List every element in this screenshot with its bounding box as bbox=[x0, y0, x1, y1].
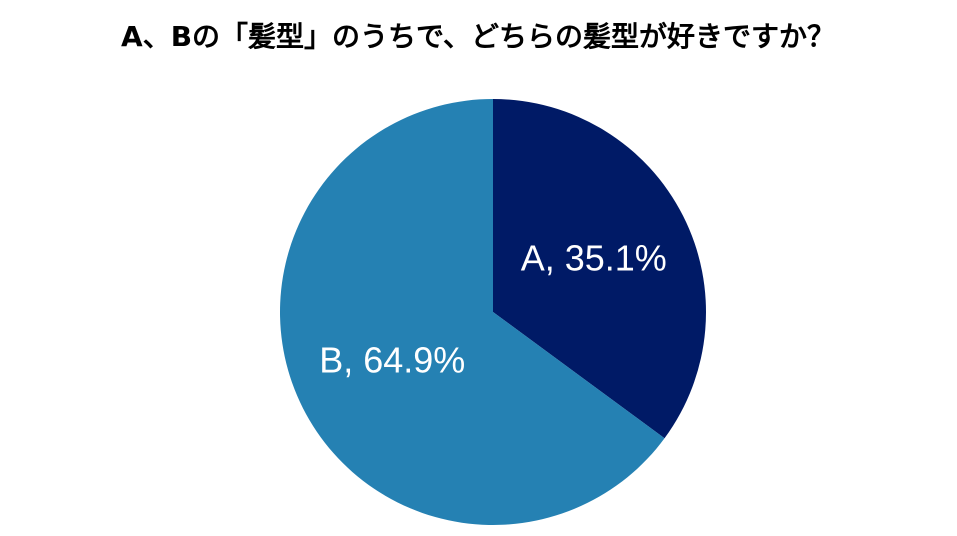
pie-slice bbox=[280, 98, 665, 526]
data-label: B, 64.9% bbox=[319, 339, 465, 380]
pie-slice bbox=[493, 99, 706, 439]
chart-title: A、Bの「髪型」のうちで、どちらの髪型が好きですか？ bbox=[121, 20, 835, 53]
data-label: A, 35.1% bbox=[521, 238, 667, 279]
